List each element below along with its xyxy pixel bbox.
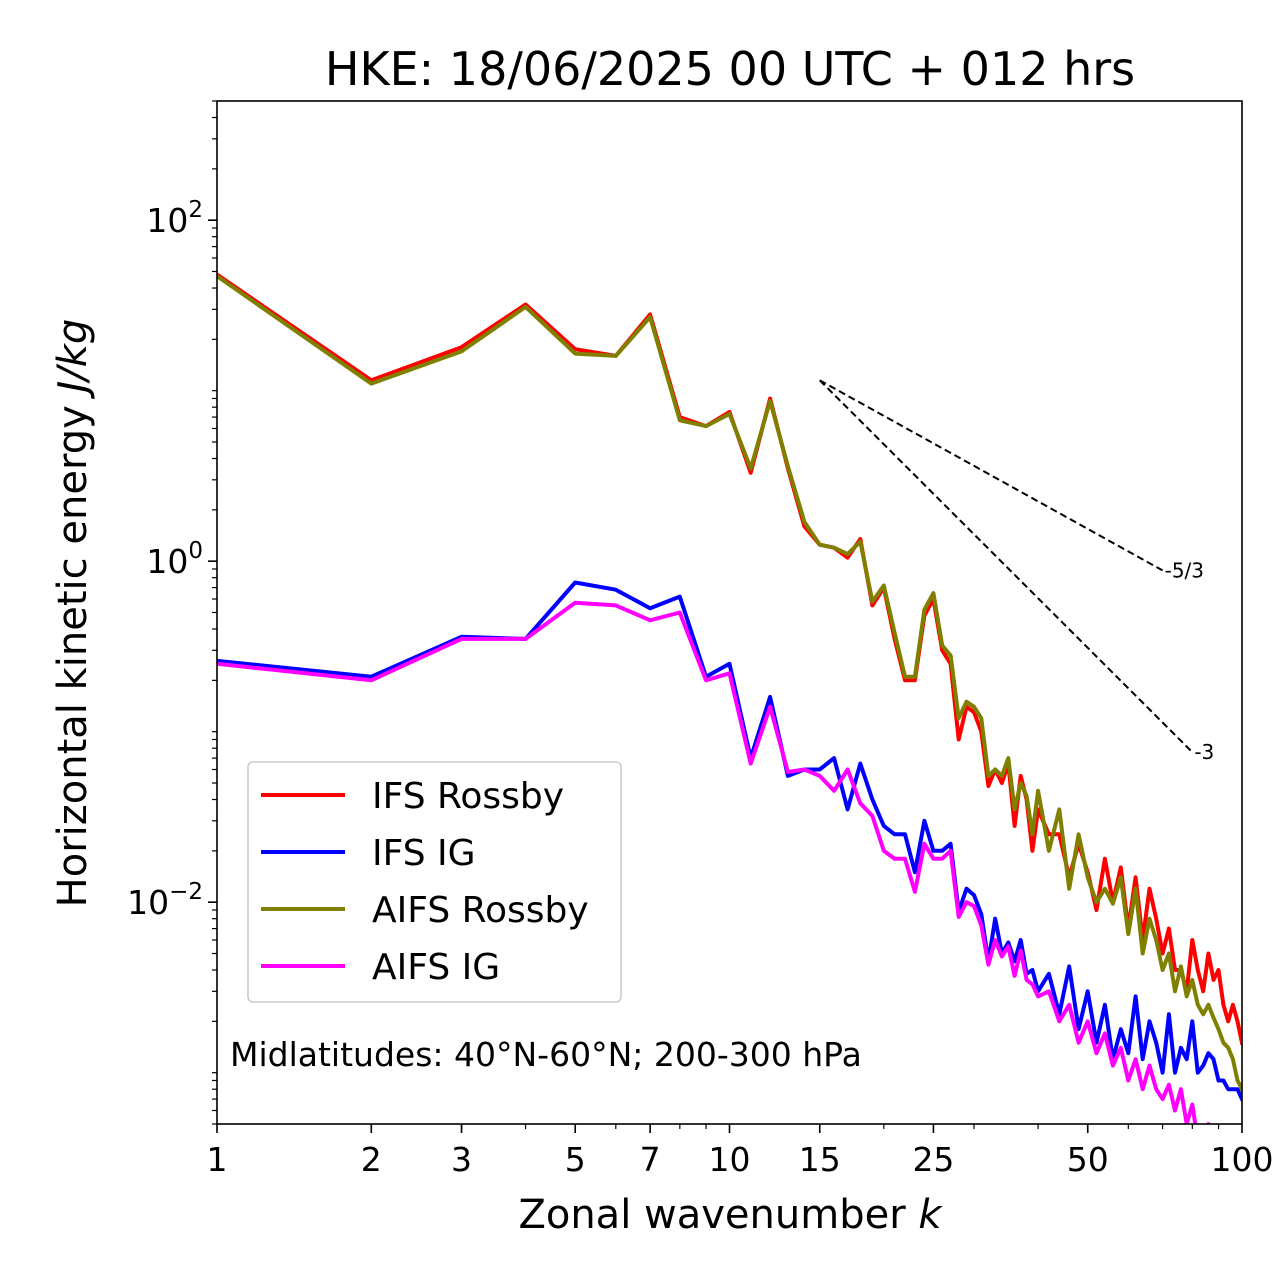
x-tick-label: 10 [709,1140,751,1179]
x-tick-label: 100 [1211,1140,1274,1179]
x-tick-label: 25 [912,1140,954,1179]
reference-slope-lines: -5/3 -3 [819,379,1214,764]
x-tick-label: 15 [799,1140,841,1179]
x-tick-label: 1 [207,1140,228,1179]
legend-label-aifs-ig: AIFS IG [372,947,500,988]
y-tick-label: 100 [146,538,203,581]
x-tick-label: 5 [565,1140,586,1179]
legend-frame [247,761,622,1003]
x-axis-ticks: 1 2 3 5 7 10 15 25 50 100 [207,1124,1274,1179]
series-line-aifs-rossby [217,273,1242,1092]
legend-label-ifs-ig: IFS IG [372,833,476,874]
legend-label-ifs-rossby: IFS Rossby [372,776,564,817]
x-tick-label: 50 [1067,1140,1109,1179]
y-axis-ticks: 10−2 100 102 [127,100,217,1125]
legend-label-aifs-rossby: AIFS Rossby [372,890,589,931]
x-tick-label: 2 [361,1140,382,1179]
reference-label-2: -3 [1194,740,1214,764]
legend: IFS Rossby IFS IG AIFS Rossby AIFS IG [247,761,622,1003]
region-annotation: Midlatitudes: 40°N-60°N; 200-300 hPa [230,1035,862,1074]
series-line-aifs-ig [217,600,1211,1124]
reference-line-2 [819,379,1194,753]
chart-title: HKE: 18/06/2025 00 UTC + 012 hrs [325,42,1135,96]
reference-line-1 [819,379,1164,572]
x-tick-label: 3 [451,1140,472,1179]
x-tick-label: 7 [640,1140,661,1179]
reference-label-1: -5/3 [1165,558,1204,582]
series-layer [217,272,1242,1124]
y-tick-label: 10−2 [127,879,203,922]
x-axis-label: Zonal wavenumber k [518,1192,943,1238]
y-tick-label: 102 [146,197,203,240]
y-axis-label: Horizontal kinetic energy J/kg [50,319,96,908]
